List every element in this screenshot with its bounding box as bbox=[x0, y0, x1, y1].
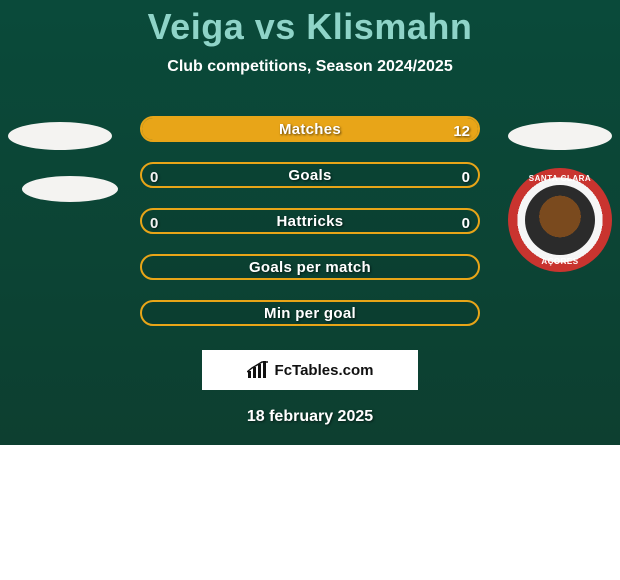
stat-row: Goals per match bbox=[0, 246, 620, 292]
stat-bar: Hattricks bbox=[140, 208, 480, 234]
attribution-box: FcTables.com bbox=[202, 350, 418, 390]
stat-rows: 2 Matches 12 0 Goals 0 0 Hattricks bbox=[0, 108, 620, 338]
attribution-text: FcTables.com bbox=[275, 362, 374, 379]
stat-value-right: 12 bbox=[434, 108, 470, 154]
comparison-card: Veiga vs Klismahn Club competitions, Sea… bbox=[0, 0, 620, 445]
title-left: Veiga bbox=[148, 6, 245, 47]
stat-bar: Matches bbox=[140, 116, 480, 142]
stat-label: Hattricks bbox=[142, 210, 478, 232]
page-title: Veiga vs Klismahn bbox=[0, 6, 620, 48]
stat-bar: Min per goal bbox=[140, 300, 480, 326]
stat-value-right: 0 bbox=[434, 154, 470, 200]
stat-row: 0 Hattricks 0 bbox=[0, 200, 620, 246]
stat-label: Goals per match bbox=[142, 256, 478, 278]
date-line: 18 february 2025 bbox=[0, 408, 620, 426]
stat-label: Min per goal bbox=[142, 302, 478, 324]
stat-row: 2 Matches 12 bbox=[0, 108, 620, 154]
stat-label: Matches bbox=[142, 118, 478, 140]
stat-bar: Goals bbox=[140, 162, 480, 188]
chart-bars-icon bbox=[247, 361, 269, 379]
stat-row: Min per goal bbox=[0, 292, 620, 338]
stat-row: 0 Goals 0 bbox=[0, 154, 620, 200]
stat-value-right: 0 bbox=[434, 200, 470, 246]
title-right: Klismahn bbox=[306, 6, 472, 47]
subtitle: Club competitions, Season 2024/2025 bbox=[0, 58, 620, 76]
stat-label: Goals bbox=[142, 164, 478, 186]
title-vs: vs bbox=[255, 6, 296, 47]
stat-bar: Goals per match bbox=[140, 254, 480, 280]
